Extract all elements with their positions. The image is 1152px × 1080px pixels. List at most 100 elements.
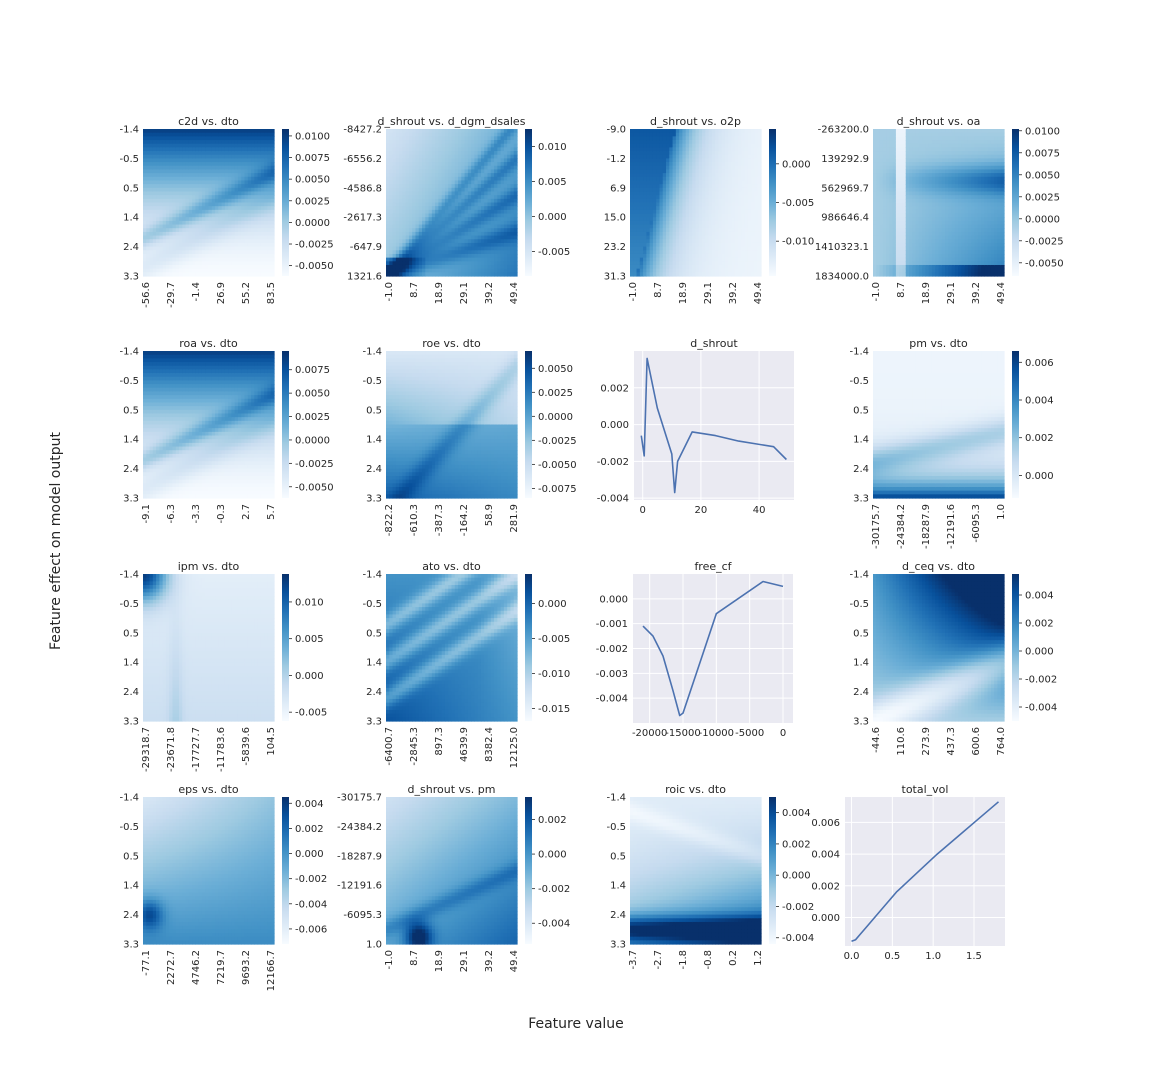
heatmap-cell bbox=[159, 217, 164, 222]
heatmap-cell bbox=[513, 140, 518, 145]
heatmap-cell bbox=[260, 253, 265, 259]
heatmap-cell bbox=[198, 209, 203, 215]
heatmap-cell bbox=[182, 180, 187, 185]
heatmap-cell bbox=[143, 242, 147, 248]
heatmap-cell bbox=[146, 261, 151, 266]
heatmap-cell bbox=[221, 261, 226, 266]
heatmap-cell bbox=[254, 250, 259, 255]
heatmap-cell bbox=[169, 235, 174, 240]
heatmap-cell bbox=[237, 169, 242, 174]
heatmap-cell bbox=[260, 173, 265, 178]
heatmap-cell bbox=[757, 176, 762, 182]
heatmap-cell bbox=[247, 136, 252, 141]
heatmap-cell bbox=[152, 184, 157, 189]
heatmap-cell bbox=[267, 132, 272, 137]
heatmap-cell bbox=[156, 169, 160, 174]
heatmap-cell bbox=[211, 250, 216, 255]
heatmap-cell bbox=[159, 268, 164, 273]
heatmap-cell bbox=[231, 231, 236, 237]
heatmap-cell bbox=[251, 202, 255, 207]
heatmap-cell bbox=[221, 264, 226, 270]
heatmap-cell bbox=[201, 246, 206, 251]
heatmap-cell bbox=[257, 246, 262, 251]
heatmap-cell bbox=[156, 162, 160, 167]
heatmap-cell bbox=[188, 136, 193, 141]
heatmap-cell bbox=[185, 136, 190, 141]
heatmap-cell bbox=[185, 253, 190, 259]
heatmap-cell bbox=[198, 231, 203, 237]
heatmap-cell bbox=[162, 235, 167, 240]
heatmap-cell bbox=[198, 224, 203, 229]
heatmap-cell bbox=[224, 253, 229, 259]
heatmap-cell bbox=[149, 191, 154, 196]
heatmap-cell bbox=[179, 198, 183, 204]
heatmap-cell bbox=[215, 264, 219, 270]
heatmap-cell bbox=[247, 242, 252, 248]
heatmap-cell bbox=[218, 165, 223, 171]
heatmap-cell bbox=[244, 132, 249, 137]
heatmap-cell bbox=[215, 224, 219, 229]
y-tick-label: -647.9 bbox=[350, 242, 382, 253]
heatmap-cell bbox=[247, 272, 252, 277]
heatmap-cell bbox=[195, 158, 200, 163]
heatmap-cell bbox=[162, 220, 167, 226]
heatmap-cell bbox=[169, 173, 174, 178]
heatmap-cell bbox=[185, 231, 190, 237]
heatmap-cell bbox=[247, 261, 252, 266]
heatmap-cell bbox=[264, 206, 269, 211]
heatmap-cell bbox=[221, 162, 226, 167]
heatmap-cell bbox=[188, 213, 193, 218]
heatmap-cell bbox=[198, 147, 203, 152]
heatmap-cell bbox=[156, 176, 160, 182]
heatmap-cell bbox=[221, 140, 226, 145]
heatmap-cell bbox=[149, 220, 154, 226]
heatmap-cell bbox=[386, 224, 390, 229]
heatmap-cell bbox=[264, 257, 269, 262]
heatmap-cell bbox=[257, 169, 262, 174]
heatmap-cell bbox=[251, 235, 255, 240]
heatmap-cell bbox=[146, 136, 151, 141]
heatmap-cell bbox=[182, 257, 187, 262]
heatmap-cell bbox=[195, 213, 200, 218]
heatmap-cell bbox=[757, 242, 762, 248]
heatmap-cell bbox=[172, 154, 177, 159]
heatmap-cell bbox=[156, 206, 160, 211]
heatmap-cell bbox=[254, 220, 259, 226]
heatmap-cell bbox=[152, 151, 157, 156]
heatmap-cell bbox=[175, 169, 180, 174]
heatmap-cell bbox=[264, 154, 269, 159]
heatmap-cell bbox=[172, 187, 177, 193]
heatmap-cell bbox=[205, 209, 210, 215]
heatmap-cell bbox=[188, 165, 193, 171]
heatmap-cell bbox=[146, 151, 151, 156]
heatmap-cell bbox=[188, 272, 193, 277]
heatmap-cell bbox=[228, 187, 233, 193]
heatmap-cell bbox=[237, 242, 242, 248]
heatmap-cell bbox=[237, 165, 242, 171]
heatmap-cell bbox=[143, 191, 147, 196]
heatmap-cell bbox=[188, 246, 193, 251]
heatmap-cell bbox=[205, 228, 210, 233]
heatmap-cell bbox=[165, 206, 170, 211]
heatmap-cell bbox=[195, 231, 200, 237]
heatmap-cell bbox=[146, 162, 151, 167]
heatmap-cell bbox=[182, 158, 187, 163]
heatmap-cell bbox=[185, 151, 190, 156]
heatmap-cell bbox=[251, 246, 255, 251]
heatmap-cell bbox=[237, 231, 242, 237]
heatmap-cell bbox=[221, 220, 226, 226]
heatmap-cell bbox=[146, 132, 151, 137]
heatmap-cell bbox=[264, 173, 269, 178]
heatmap-cell bbox=[267, 140, 272, 145]
heatmap-cell bbox=[175, 184, 180, 189]
heatmap-cell bbox=[224, 209, 229, 215]
heatmap-cell bbox=[231, 191, 236, 196]
heatmap-cell bbox=[208, 180, 213, 185]
heatmap-cell bbox=[143, 257, 147, 262]
heatmap-cell bbox=[205, 195, 210, 200]
heatmap-cell bbox=[192, 206, 197, 211]
heatmap-cell bbox=[231, 228, 236, 233]
heatmap-cell bbox=[270, 173, 275, 178]
heatmap-cell bbox=[224, 257, 229, 262]
heatmap-cell bbox=[149, 242, 154, 248]
